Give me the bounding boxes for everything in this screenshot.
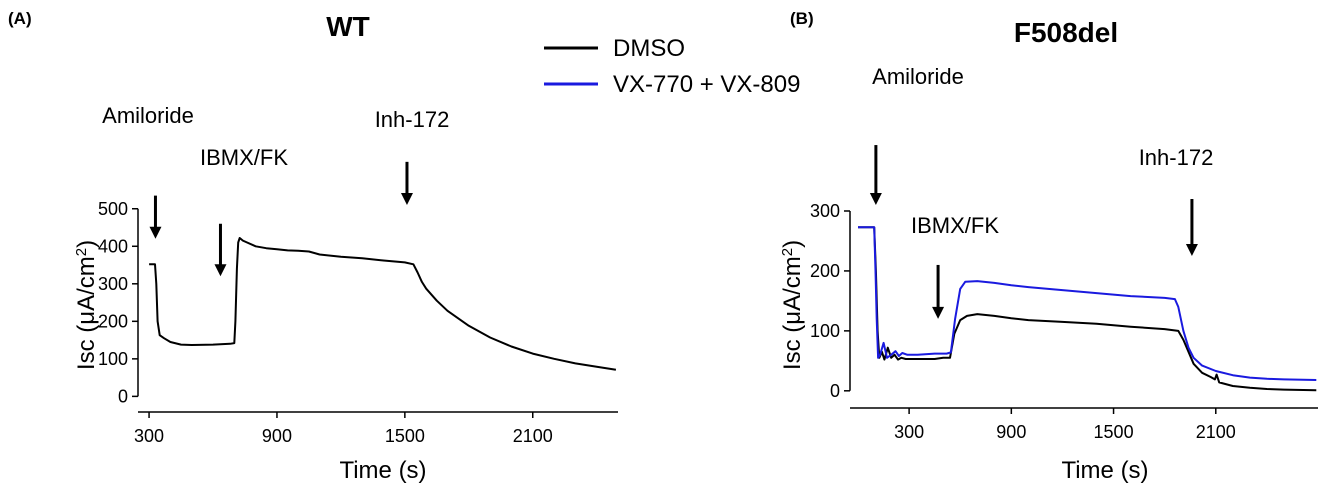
panel-a-ylabel: Isc (μA/cm2) bbox=[73, 240, 101, 370]
panel-b-x-tick-label: 1500 bbox=[1094, 422, 1134, 442]
panel-b-ylabel: Isc (μA/cm2) bbox=[779, 240, 807, 370]
panel-a-label: (A) bbox=[8, 9, 32, 28]
panel-b-y-tick-label: 300 bbox=[810, 201, 840, 221]
panel-b-annotation-inh-172: Inh-172 bbox=[1139, 145, 1214, 170]
panel-a-annotation-inh-172: Inh-172 bbox=[375, 107, 450, 132]
panel-a-xlabel: Time (s) bbox=[339, 457, 426, 484]
panel-a-annotation-ibmx-fk: IBMX/FK bbox=[200, 145, 288, 170]
panel-a-arrow-head bbox=[400, 193, 413, 205]
panel-b-series-vx-770-vx-809-line bbox=[858, 226, 1317, 381]
panel-b-title: F508del bbox=[1014, 17, 1118, 48]
panel-b-ylabel-sup: 2 bbox=[779, 248, 796, 256]
panel-a-ylabel-main: Isc (μA/cm bbox=[73, 256, 100, 370]
panel-a-ylabel-sup: 2 bbox=[73, 248, 90, 256]
panel-b-arrow-head bbox=[1185, 243, 1198, 256]
panel-a-x-tick-label: 300 bbox=[134, 426, 164, 446]
panel-a-x-tick-label: 900 bbox=[262, 426, 292, 446]
panel-b-y-tick-label: 100 bbox=[810, 321, 840, 341]
panel-b-plot: 300 900 1500 2100 0 100 200 300 Amiloride IBMX/FK… bbox=[810, 64, 1318, 442]
panel-a-ylabel-tail: ) bbox=[73, 240, 100, 248]
panel-a-arrow-head bbox=[149, 226, 162, 239]
panel-a-y-tick-label: 100 bbox=[98, 349, 128, 369]
panel-a-y-tick-label: 400 bbox=[98, 236, 128, 256]
legend: DMSO VX-770 + VX-809 bbox=[544, 35, 800, 98]
panel-a-y-tick-label: 0 bbox=[118, 386, 128, 406]
legend-label-dmso: DMSO bbox=[613, 35, 685, 62]
panel-b-arrow-head bbox=[869, 193, 882, 205]
panel-a-plot: 300 900 1500 21000100200300400500AmilorideI… bbox=[98, 103, 618, 446]
panel-a-y-tick-label: 300 bbox=[98, 274, 128, 294]
panel-a-arrow-head bbox=[214, 264, 227, 277]
panel-b-xlabel: Time (s) bbox=[1061, 457, 1148, 484]
legend-label-vx: VX-770 + VX-809 bbox=[613, 71, 800, 98]
panel-a-x-tick-label: 1500 bbox=[385, 426, 425, 446]
panel-b-annotation-amiloride: Amiloride bbox=[872, 64, 964, 89]
panel-b-x-tick-label: 300 bbox=[894, 422, 924, 442]
panel-a-title: WT bbox=[326, 11, 370, 42]
panel-a-series-dmso-line bbox=[149, 237, 617, 371]
panel-a-x-tick-label: 2100 bbox=[513, 426, 553, 446]
panel-b-y-tick-label: 200 bbox=[810, 261, 840, 281]
panel-a-annotation-amiloride: Amiloride bbox=[102, 103, 194, 128]
panel-b-annotation-ibmx-fk: IBMX/FK bbox=[911, 213, 999, 238]
panel-b-ylabel-tail: ) bbox=[779, 240, 806, 248]
panel-b-ylabel-main: Isc (μA/cm bbox=[779, 256, 806, 370]
panel-b-series-dmso-line bbox=[858, 226, 1317, 392]
panel-b-label: (B) bbox=[790, 9, 814, 28]
panel-b-x-tick-label: 2100 bbox=[1196, 422, 1236, 442]
panel-a-y-tick-label: 500 bbox=[98, 199, 128, 219]
panel-b-x-tick-label: 900 bbox=[996, 422, 1026, 442]
panel-a-y-tick-label: 200 bbox=[98, 311, 128, 331]
panel-b-y-tick-label: 0 bbox=[830, 381, 840, 401]
panel-b-arrow-head bbox=[932, 306, 945, 319]
